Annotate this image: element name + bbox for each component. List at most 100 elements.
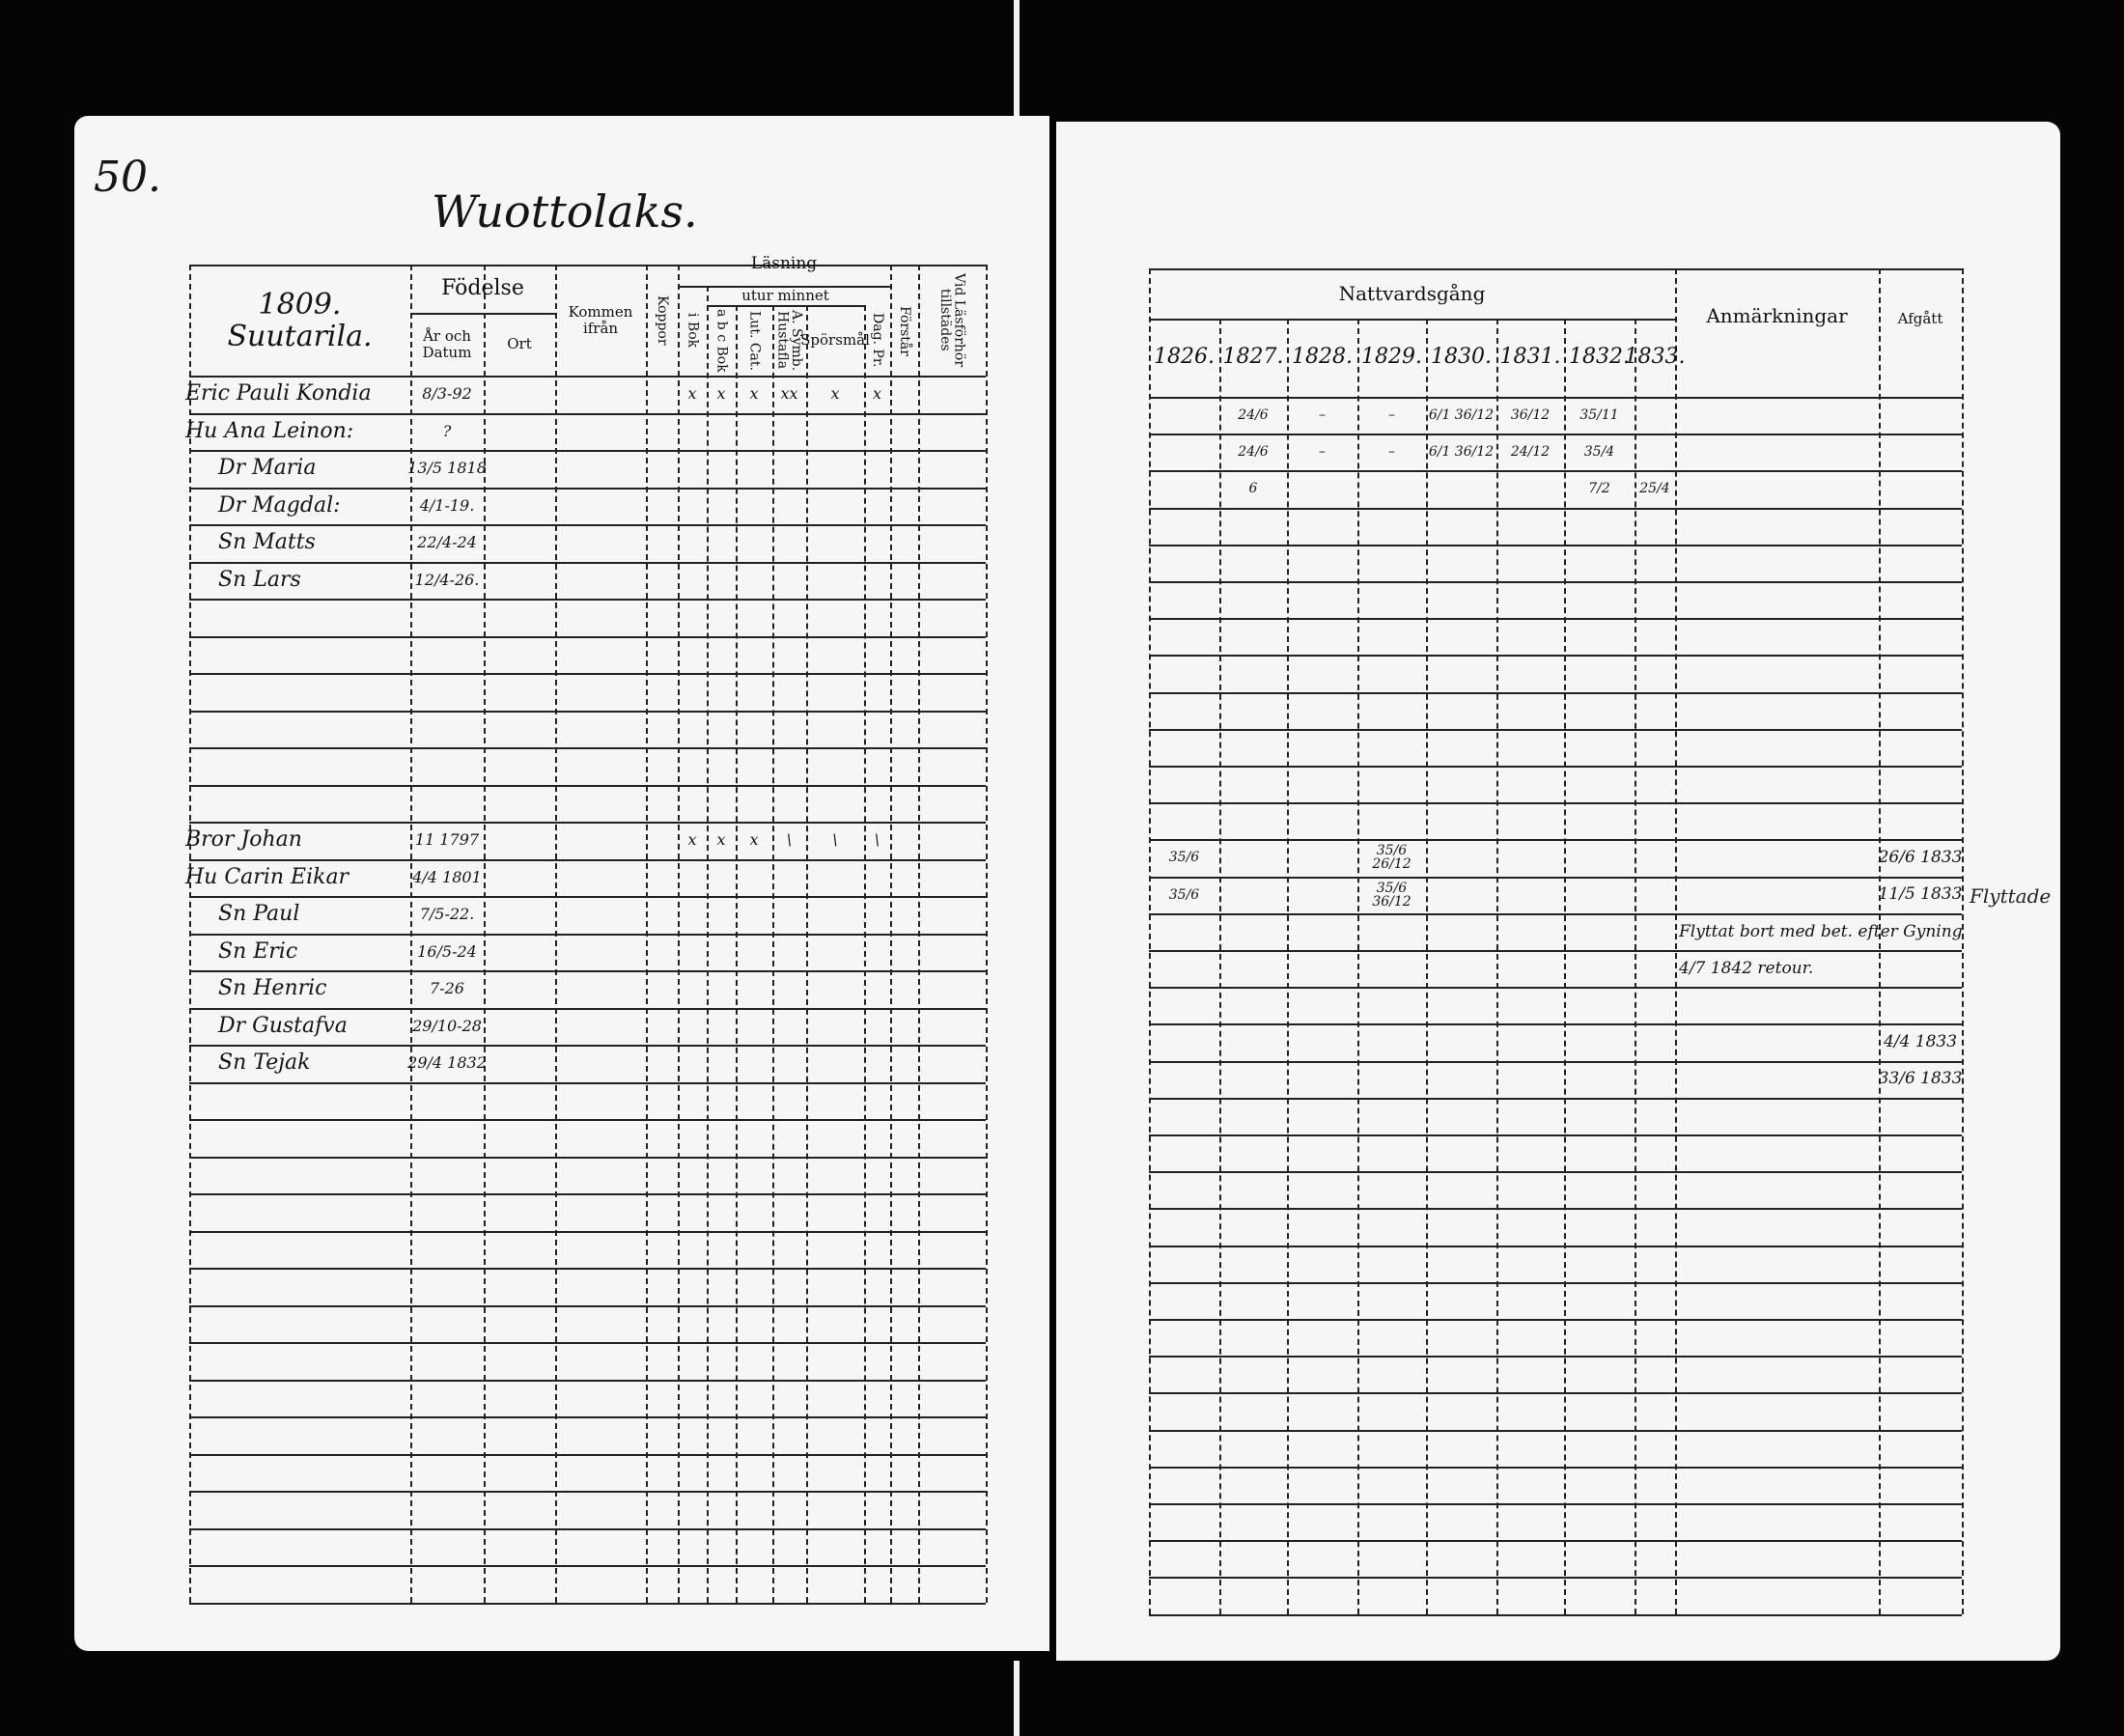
row-line [1149, 1208, 1962, 1211]
row-line [189, 524, 986, 526]
column-line [736, 305, 738, 1603]
row-line [1149, 507, 1962, 510]
birth-date: 8/3-92 [422, 384, 472, 404]
row-line [1149, 1577, 1962, 1580]
row-line [1149, 766, 1962, 768]
row-line [1149, 987, 1962, 990]
communion-table: Nattvardsgång 1826. 1827. 1828. 1829. 1830. 18… [1149, 268, 1964, 1616]
village-title: Wuottolaks. [432, 185, 698, 238]
column-line [772, 305, 774, 1603]
communion-entry: 35/6 26/12 [1372, 843, 1411, 873]
row-line [189, 970, 986, 972]
row-line [1149, 691, 1962, 694]
column-line [1149, 268, 1151, 1614]
row-line [707, 305, 864, 307]
row-line [1149, 655, 1962, 658]
birth-date: 29/4 1832 [407, 1053, 487, 1073]
row-line [189, 1268, 986, 1270]
right-page: Nattvardsgång 1826. 1827. 1828. 1829. 1830. 18… [1056, 122, 2060, 1661]
row-line [189, 858, 986, 861]
header-year: 1828. [1292, 345, 1353, 370]
row-line [189, 1379, 986, 1382]
reading-mark: x [687, 830, 697, 850]
row-line [189, 710, 986, 713]
birth-date: ? [442, 421, 452, 440]
row-line [1149, 434, 1962, 436]
header-kommen-ifran: Kommen ifrån [568, 303, 633, 337]
column-line [1219, 319, 1221, 1614]
person-name: Sn Eric [218, 938, 298, 964]
household-header-line: Suutarila. [227, 319, 373, 353]
row-line [189, 896, 986, 898]
birth-date: 7-26 [430, 979, 464, 998]
header-forstar: Förstår [896, 305, 912, 356]
communion-entry: – [1388, 444, 1395, 461]
row-line [189, 1416, 986, 1418]
row-line [1149, 581, 1962, 583]
row-line [189, 450, 986, 452]
communion-entry: 6/1 36/12 [1428, 444, 1495, 461]
row-line [189, 1491, 986, 1493]
header-fodelse: Födelse [441, 275, 524, 300]
header-year: 1831. [1499, 345, 1561, 370]
row-line [1149, 950, 1962, 952]
row-line [1149, 1060, 1962, 1063]
row-line [189, 1602, 986, 1605]
row-line [189, 1045, 986, 1047]
row-line [1149, 1356, 1962, 1358]
row-line [189, 265, 986, 266]
header-lasning: Läsning [750, 253, 818, 273]
row-line [1149, 1392, 1962, 1395]
header-a-symb: A. Symb. Hustafla [774, 309, 805, 372]
row-line [189, 1156, 986, 1159]
row-line [1149, 839, 1962, 842]
header-year: 1826. [1154, 345, 1215, 370]
reading-mark: \ [786, 830, 793, 850]
birth-date: 4/1-19. [419, 495, 475, 515]
communion-entry: 35/11 [1579, 407, 1619, 424]
row-line [1149, 1097, 1962, 1100]
reading-mark: x [749, 830, 759, 850]
column-line [707, 286, 709, 1603]
communion-entry: 35/6 [1168, 850, 1200, 866]
column-line [918, 265, 920, 1603]
departure-date: 4/4 1833 [1883, 1032, 1958, 1052]
communion-entry: 7/2 [1588, 481, 1610, 497]
row-line [189, 1527, 986, 1530]
column-line [1635, 319, 1636, 1614]
row-line [1149, 268, 1962, 270]
row-line [189, 1193, 986, 1195]
row-line [189, 1081, 986, 1084]
communion-entry: 35/6 [1168, 886, 1200, 903]
reading-mark: \ [874, 830, 880, 850]
communion-entry: – [1319, 407, 1326, 424]
communion-entry: – [1388, 407, 1395, 424]
column-line [1962, 268, 1964, 1614]
household-table: 1809. Suutarila. Födelse År och Datum Ort Kom… [185, 254, 988, 1611]
row-line [1149, 802, 1962, 805]
row-line [189, 412, 986, 415]
birth-date: 11 1797 [414, 830, 480, 850]
row-line [1149, 912, 1962, 915]
header-ort: Ort [507, 335, 532, 353]
row-line [189, 747, 986, 749]
row-line [1149, 618, 1962, 621]
row-line [189, 561, 986, 564]
header-sporsmal: Spörsmål [800, 331, 870, 350]
reading-mark: x [716, 830, 726, 850]
row-line [189, 487, 986, 490]
row-line [189, 376, 986, 378]
communion-entry: 24/6 [1238, 407, 1269, 424]
column-line [890, 265, 892, 1603]
header-vid-lasforhor: Vid Läsförhör tillstädes [937, 272, 967, 368]
communion-entry: 6 [1248, 481, 1258, 497]
header-lut-cat: Lut. Cat. [746, 310, 763, 371]
header-year: 1833. [1624, 345, 1686, 370]
header-year: 1830. [1431, 345, 1492, 370]
reading-mark: x [749, 384, 759, 404]
column-line [646, 265, 648, 1603]
header-year: 1827. [1222, 345, 1284, 370]
reading-mark: \ [832, 830, 838, 850]
spine-bottom [1014, 1661, 1020, 1736]
row-line [189, 933, 986, 936]
